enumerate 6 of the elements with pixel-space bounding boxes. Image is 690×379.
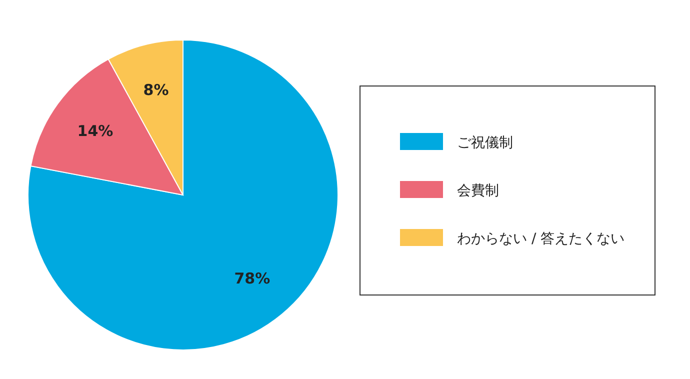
data-label: 8% bbox=[143, 80, 169, 99]
legend-label: 会費制 bbox=[457, 183, 499, 199]
data-label: 78% bbox=[234, 270, 270, 288]
legend-label: わからない / 答えたくない bbox=[457, 231, 625, 247]
legend-label: ご祝儀制 bbox=[457, 135, 513, 151]
data-label: 14% bbox=[77, 122, 114, 140]
